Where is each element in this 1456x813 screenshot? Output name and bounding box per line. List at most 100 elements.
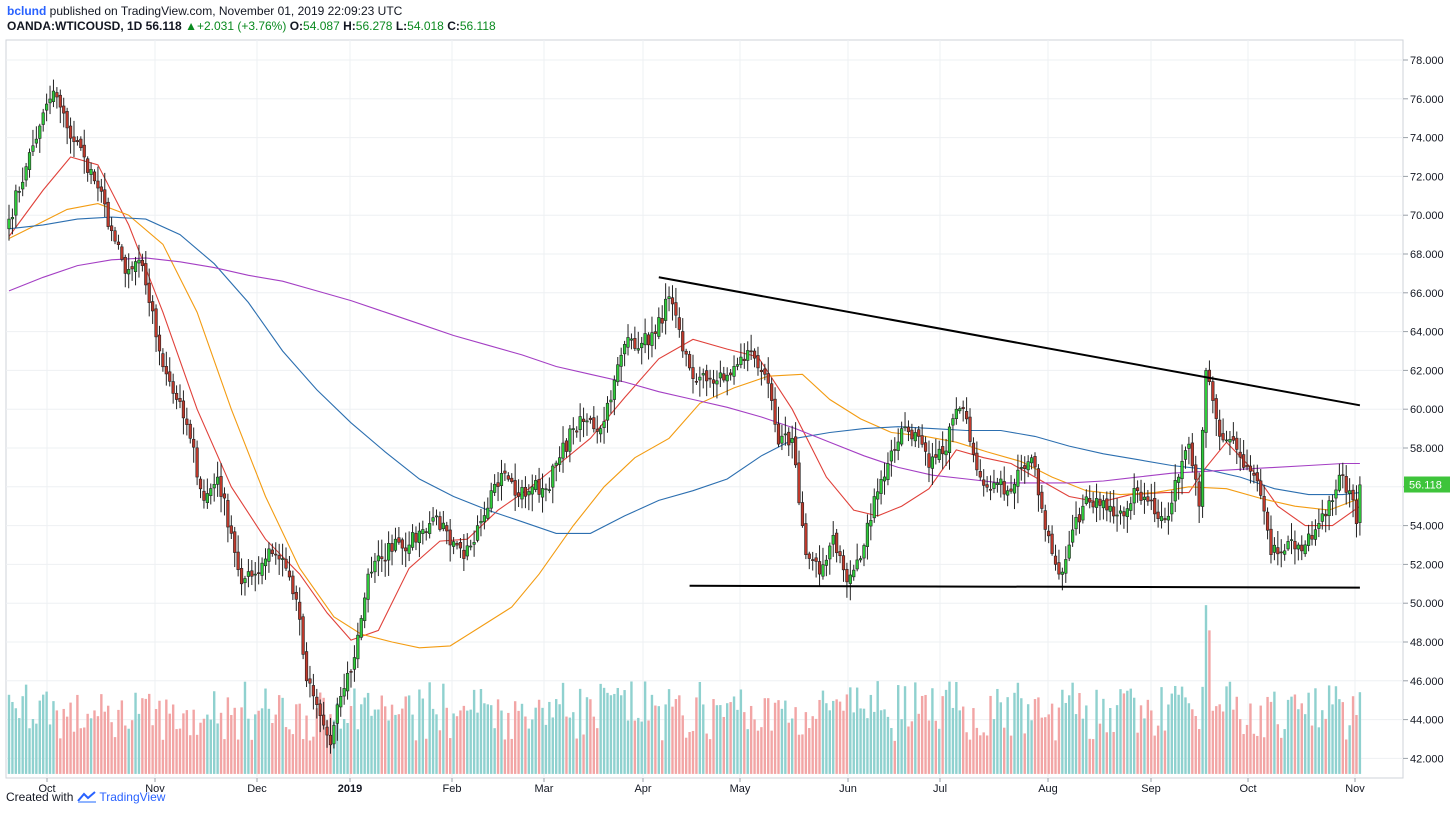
- candle-body[interactable]: [961, 407, 965, 410]
- candle-body[interactable]: [729, 372, 733, 376]
- candle-body[interactable]: [1224, 439, 1229, 442]
- candle-body[interactable]: [103, 189, 107, 205]
- candle-body[interactable]: [588, 417, 592, 420]
- candle-body[interactable]: [421, 529, 425, 534]
- candle-body[interactable]: [219, 476, 223, 497]
- candle-body[interactable]: [609, 399, 613, 403]
- candle-body[interactable]: [643, 333, 647, 346]
- candle-body[interactable]: [869, 519, 873, 527]
- candle-body[interactable]: [1074, 517, 1078, 530]
- candle-body[interactable]: [1129, 503, 1133, 511]
- candle-body[interactable]: [1101, 500, 1105, 509]
- candle-body[interactable]: [1300, 544, 1304, 552]
- candle-body[interactable]: [1091, 501, 1095, 508]
- candle-body[interactable]: [45, 103, 49, 111]
- candle-body[interactable]: [1324, 513, 1328, 517]
- candle-body[interactable]: [1146, 496, 1150, 502]
- candle-body[interactable]: [304, 651, 309, 682]
- candle-body[interactable]: [294, 591, 298, 600]
- candle-body[interactable]: [1221, 433, 1225, 441]
- candle-body[interactable]: [1317, 523, 1321, 529]
- candle-body[interactable]: [971, 442, 976, 455]
- candle-body[interactable]: [749, 350, 753, 353]
- candle-body[interactable]: [633, 338, 637, 349]
- candle-body[interactable]: [865, 522, 870, 547]
- candle-body[interactable]: [722, 373, 726, 381]
- candle-body[interactable]: [920, 435, 924, 445]
- candle-body[interactable]: [698, 376, 702, 381]
- candle-body[interactable]: [7, 218, 11, 230]
- candle-body[interactable]: [154, 308, 158, 338]
- candle-body[interactable]: [1170, 502, 1174, 515]
- candle-body[interactable]: [428, 523, 432, 534]
- candle-body[interactable]: [773, 398, 777, 425]
- candle-body[interactable]: [92, 171, 97, 182]
- candle-body[interactable]: [790, 437, 794, 443]
- candle-body[interactable]: [1108, 505, 1112, 512]
- candle-body[interactable]: [872, 496, 876, 519]
- candle-body[interactable]: [670, 297, 675, 305]
- candle-body[interactable]: [1218, 419, 1222, 437]
- candle-body[interactable]: [1187, 443, 1191, 449]
- candle-body[interactable]: [270, 549, 274, 554]
- candle-body[interactable]: [585, 420, 589, 423]
- candle-body[interactable]: [75, 140, 79, 143]
- candle-body[interactable]: [551, 465, 555, 488]
- tradingview-link[interactable]: TradingView: [77, 790, 165, 804]
- time-axis[interactable]: Oct Nov Dec 2019 Feb Mar Apr May Jun Jul Aug Sep Oct…: [38, 778, 1365, 795]
- candle-body[interactable]: [1228, 439, 1232, 443]
- candle-body[interactable]: [845, 568, 849, 583]
- candle-body[interactable]: [941, 446, 945, 455]
- candle-body[interactable]: [1036, 468, 1041, 496]
- candle-body[interactable]: [1060, 571, 1064, 575]
- candle-body[interactable]: [619, 354, 623, 367]
- candle-body[interactable]: [58, 94, 62, 108]
- candle-body[interactable]: [438, 516, 442, 530]
- candle-body[interactable]: [493, 483, 497, 493]
- candle-body[interactable]: [1153, 498, 1157, 515]
- candle-body[interactable]: [260, 562, 264, 576]
- candle-body[interactable]: [1029, 457, 1034, 464]
- candle-body[interactable]: [499, 473, 504, 486]
- candle-body[interactable]: [130, 266, 134, 270]
- candle-body[interactable]: [1265, 511, 1270, 531]
- candle-body[interactable]: [1259, 480, 1263, 496]
- candle-body[interactable]: [400, 539, 404, 549]
- candle-body[interactable]: [198, 478, 203, 490]
- candle-body[interactable]: [1235, 437, 1239, 450]
- candle-body[interactable]: [332, 725, 336, 745]
- candle-body[interactable]: [882, 476, 887, 482]
- candle-body[interactable]: [79, 138, 83, 149]
- candle-body[interactable]: [1231, 436, 1235, 441]
- candle-body[interactable]: [10, 217, 15, 220]
- candle-body[interactable]: [879, 478, 883, 494]
- candle-body[interactable]: [1053, 555, 1058, 565]
- candle-body[interactable]: [841, 555, 846, 571]
- candle-body[interactable]: [311, 685, 315, 697]
- candle-body[interactable]: [876, 491, 880, 500]
- candle-body[interactable]: [1122, 511, 1126, 517]
- candle-body[interactable]: [243, 578, 247, 584]
- candle-body[interactable]: [469, 545, 473, 548]
- candle-body[interactable]: [568, 428, 572, 452]
- candle-body[interactable]: [233, 531, 237, 553]
- candle-body[interactable]: [1016, 469, 1020, 487]
- candle-body[interactable]: [1112, 506, 1116, 517]
- candle-body[interactable]: [1081, 505, 1085, 521]
- candle-body[interactable]: [349, 671, 353, 673]
- candle-body[interactable]: [1094, 498, 1099, 508]
- candle-body[interactable]: [472, 542, 476, 545]
- candle-body[interactable]: [62, 105, 66, 114]
- candle-body[interactable]: [513, 480, 517, 496]
- candle-body[interactable]: [38, 125, 42, 139]
- candle-body[interactable]: [694, 380, 699, 383]
- candle-body[interactable]: [711, 379, 716, 384]
- candle-body[interactable]: [137, 259, 141, 264]
- candle-body[interactable]: [640, 342, 644, 349]
- candle-body[interactable]: [629, 338, 634, 341]
- candle-body[interactable]: [195, 447, 199, 478]
- candle-body[interactable]: [267, 548, 271, 562]
- candle-body[interactable]: [250, 570, 254, 577]
- candle-body[interactable]: [510, 477, 514, 482]
